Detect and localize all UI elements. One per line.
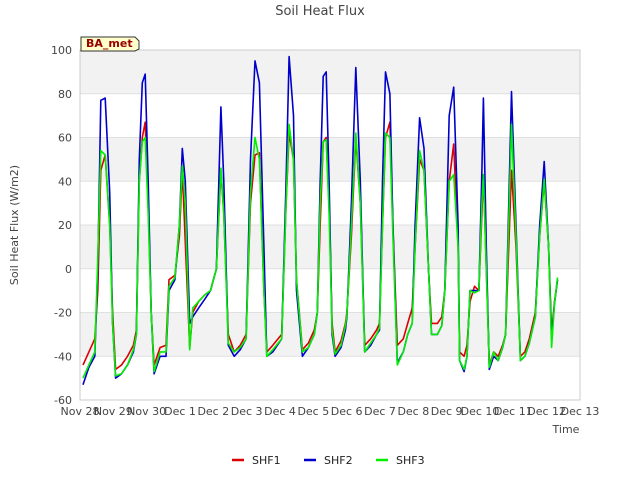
x-tick-label: Dec 8	[397, 405, 429, 418]
y-tick-labels: -60 -40 -20 0 20 40 60 80 100	[51, 44, 72, 407]
series-layer	[82, 55, 559, 385]
y-tick-label: 60	[58, 132, 72, 145]
y-axis-label: Soil Heat Flux (W/m2)	[8, 165, 21, 285]
y-tick-label: -20	[54, 307, 72, 320]
x-tick-label: Nov 29	[94, 405, 133, 418]
x-tick-label: Dec 13	[561, 405, 600, 418]
y-tick-label: 80	[58, 88, 72, 101]
x-axis-label: Time	[552, 423, 580, 436]
plot-band	[80, 137, 580, 182]
y-tick-label: 0	[65, 263, 72, 276]
plot-band	[80, 50, 580, 94]
badge: BA_met	[80, 36, 140, 52]
legend-label-shf1: SHF1	[252, 454, 281, 467]
y-tick-label: 100	[51, 44, 72, 57]
badge-label: BA_met	[86, 37, 133, 50]
x-tick-label: Dec 3	[231, 405, 263, 418]
x-tick-label: Nov 28	[61, 405, 100, 418]
x-tick-label: Dec 12	[527, 405, 566, 418]
series-line-shf3	[82, 123, 559, 379]
y-tick-label: -40	[54, 350, 72, 363]
plot-band	[80, 93, 580, 138]
plot-frame	[79, 49, 581, 401]
legend-label-shf2: SHF2	[324, 454, 353, 467]
x-tick-label: Nov 30	[127, 405, 166, 418]
y-tick-label: 40	[58, 175, 72, 188]
x-tick-label: Dec 9	[431, 405, 463, 418]
x-tick-label: Dec 4	[264, 405, 296, 418]
y-tick-label: -60	[54, 394, 72, 407]
x-tick-label: Dec 6	[331, 405, 363, 418]
x-tick-label: Dec 1	[164, 405, 196, 418]
x-tick-label: Dec 11	[494, 405, 533, 418]
x-tick-label: Dec 5	[297, 405, 329, 418]
x-tick-label: Dec 10	[461, 405, 500, 418]
badge-box	[80, 36, 140, 52]
plot-band	[80, 312, 580, 357]
x-tick-label: Dec 7	[364, 405, 396, 418]
legend: SHF1 SHF2 SHF3	[232, 454, 425, 467]
y-tick-label: 20	[58, 219, 72, 232]
plot-band	[80, 356, 580, 400]
chart-title: Soil Heat Flux	[275, 4, 365, 19]
x-tick-label: Dec 2	[197, 405, 229, 418]
legend-label-shf3: SHF3	[396, 454, 425, 467]
